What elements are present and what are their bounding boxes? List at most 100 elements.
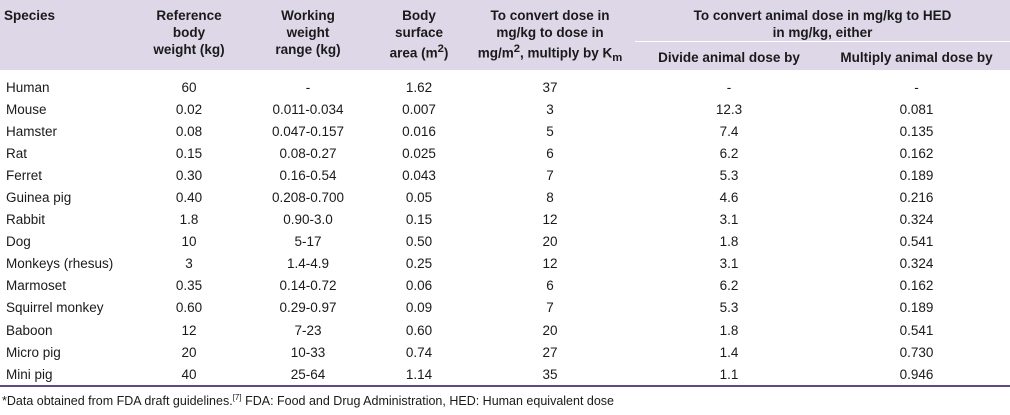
cell-reference-weight: 0.35	[175, 278, 203, 294]
header-line: To convert animal dose in mg/kg to HED	[693, 8, 952, 23]
cell-working-range: 1.4-4.9	[286, 256, 330, 272]
header-line: surface	[394, 25, 444, 40]
header-body-surface-area: Body surface area (m2)	[373, 0, 465, 70]
cell-body-surface-area: 0.043	[402, 167, 436, 183]
table-row: Monkeys (rhesus) 3 1.4-4.9 0.25 12 3.1 0.324	[0, 253, 1010, 275]
cell-km: 8	[546, 190, 554, 206]
header-line: Reference	[156, 8, 222, 23]
cell-km: 12	[542, 212, 558, 228]
cell-body-surface-area: 0.06	[405, 278, 433, 294]
table-row: Rat 0.15 0.08-0.27 0.025 6 6.2 0.162	[0, 142, 1010, 164]
cell-species: Mouse	[6, 101, 47, 117]
cell-working-range: -	[305, 79, 311, 95]
cell-working-range: 7-23	[294, 322, 322, 338]
footnote-reference: [7]	[232, 393, 242, 403]
footnote: *Data obtained from FDA draft guidelines…	[0, 393, 1010, 408]
cell-working-range: 0.208-0.700	[271, 190, 345, 206]
table-body: Human 60-1.62 37- - Mouse 0.02 0.011-0.034 0.00…	[0, 70, 1010, 388]
header-line: , multiply by K	[520, 45, 613, 61]
table-row: Ferret 0.30 0.16-0.54 0.043 7 5.3 0.189	[0, 164, 1010, 186]
header-line: To convert dose in	[490, 8, 610, 23]
cell-multiply: 0.162	[899, 278, 934, 294]
header-line: in mg/kg, either	[772, 25, 873, 40]
cell-divide: 12.3	[715, 101, 743, 117]
cell-reference-weight: 0.15	[175, 145, 203, 161]
cell-multiply: -	[914, 79, 919, 95]
cell-body-surface-area: 0.74	[405, 344, 433, 360]
cell-working-range: 0.011-0.034	[272, 101, 344, 117]
cell-km: 3	[546, 101, 554, 117]
cell-multiply: 0.162	[899, 145, 934, 161]
header-line: area (m	[389, 45, 438, 61]
cell-species: Hamster	[6, 123, 58, 139]
cell-species: Mini pig	[0, 363, 135, 388]
subscript: m	[612, 52, 623, 65]
cell-body-surface-area: 0.25	[405, 256, 433, 272]
cell-divide: 5.3	[719, 167, 739, 183]
cell-reference-weight: 10	[181, 234, 197, 250]
cell-divide: 3.1	[719, 256, 739, 272]
cell-species: Guinea pig	[6, 190, 72, 206]
cell-body-surface-area: 0.50	[405, 234, 433, 250]
superscript: 2	[437, 43, 444, 55]
header-working-weight: Working weight range (kg)	[243, 0, 373, 70]
header-species: Species	[0, 0, 135, 70]
cell-divide: 6.2	[719, 278, 739, 294]
cell-divide: 1.4	[719, 344, 739, 360]
cell-multiply: 0.946	[823, 363, 1010, 388]
cell-km: 5	[546, 123, 554, 139]
table-row: Squirrel monkey 0.60 0.29-0.97 0.09 7 5.3 0.18…	[0, 297, 1010, 319]
cell-km: 27	[542, 344, 558, 360]
cell-species: Dog	[6, 234, 31, 250]
table-row: Micro pig 20 10-33 0.74 27 1.4 0.730	[0, 341, 1010, 363]
cell-km: 6	[546, 278, 554, 294]
table-row: Baboon 12 7-23 0.60 20 1.8 0.541	[0, 319, 1010, 341]
cell-multiply: 0.216	[899, 190, 934, 206]
cell-divide: 1.8	[719, 322, 739, 338]
cell-working-range: 0.047-0.157	[271, 123, 345, 139]
superscript: 2	[513, 43, 520, 55]
cell-working-range: 10-33	[290, 344, 326, 360]
header-multiply: Multiply animal dose by	[823, 41, 1010, 70]
cell-species: Micro pig	[6, 344, 61, 360]
cell-reference-weight: 0.08	[175, 123, 203, 139]
cell-reference-weight: 20	[181, 344, 197, 360]
table-row: Mini pig 40 25-64 1.14 35 1.1 0.946	[0, 363, 1010, 388]
table-row: Mouse 0.02 0.011-0.034 0.007 3 12.3 0.081	[0, 98, 1010, 120]
header-line: Body	[402, 8, 436, 23]
cell-km: 20	[542, 234, 558, 250]
header-line: Working	[281, 8, 335, 23]
header-line: range (kg)	[275, 42, 341, 57]
cell-km: 20	[542, 322, 558, 338]
cell-divide: 6.2	[719, 145, 739, 161]
header-line: )	[443, 45, 449, 61]
cell-divide: 3.1	[719, 212, 739, 228]
header-line: body	[172, 25, 206, 40]
cell-multiply: 0.324	[899, 256, 934, 272]
cell-species: Rabbit	[6, 212, 46, 228]
cell-reference-weight: 0.40	[175, 190, 203, 206]
cell-multiply: 0.541	[899, 322, 934, 338]
cell-body-surface-area: 0.60	[405, 322, 433, 338]
cell-km: 35	[465, 363, 635, 388]
footnote-text: FDA: Food and Drug Administration, HED: …	[241, 394, 614, 409]
cell-body-surface-area: 0.15	[405, 212, 433, 228]
cell-species: Human	[6, 79, 50, 95]
cell-working-range: 0.90-3.0	[283, 212, 333, 228]
header-reference-weight: Reference body weight (kg)	[135, 0, 243, 70]
table-row: Marmoset 0.35 0.14-0.72 0.06 6 6.2 0.162	[0, 275, 1010, 297]
cell-divide: 5.3	[719, 300, 739, 316]
cell-species: Rat	[6, 145, 28, 161]
cell-reference-weight: 40	[135, 363, 243, 388]
dose-conversion-table: Species Reference body weight (kg) Worki…	[0, 0, 1010, 388]
cell-body-surface-area: 0.05	[405, 190, 433, 206]
header-divide: Divide animal dose by	[635, 41, 823, 70]
cell-multiply: 0.081	[899, 101, 934, 117]
table-row: Guinea pig 0.40 0.208-0.700 0.05 8 4.6 0.216	[0, 186, 1010, 208]
footnote-text: *Data obtained from FDA draft guidelines…	[2, 394, 233, 409]
cell-divide: -	[726, 79, 732, 95]
cell-species: Monkeys (rhesus)	[6, 256, 114, 272]
cell-multiply: 0.189	[899, 167, 934, 183]
cell-species: Ferret	[6, 167, 43, 183]
cell-body-surface-area: 0.007	[402, 101, 436, 117]
